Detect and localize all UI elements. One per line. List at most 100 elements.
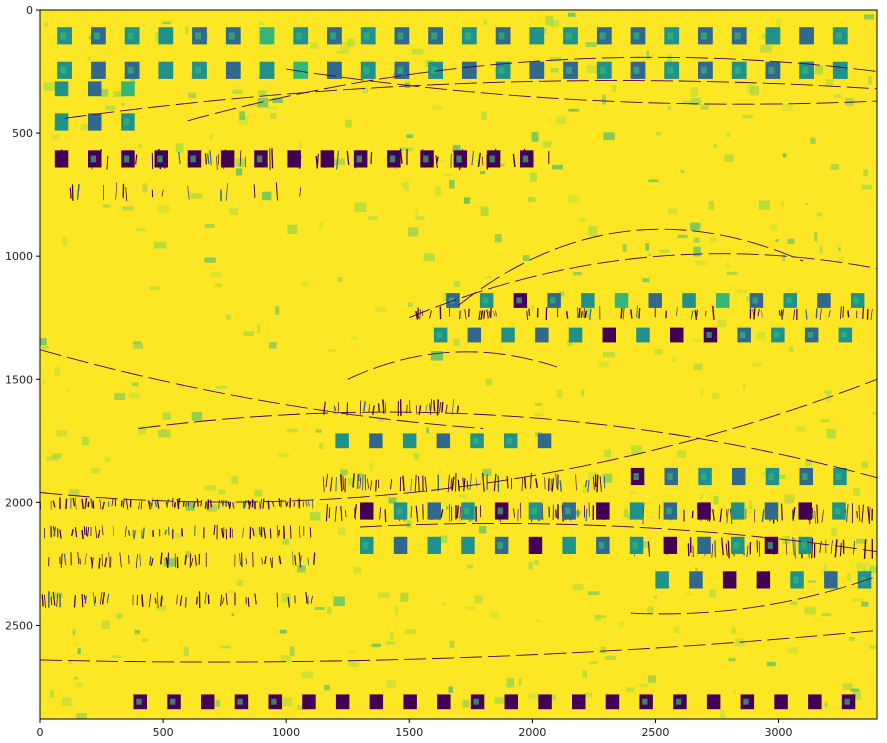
heatmap-block-detail — [296, 32, 302, 39]
texture-cell — [849, 637, 855, 641]
heatmap-block — [655, 571, 669, 588]
heatmap-block — [757, 571, 771, 588]
stripe-stroke — [263, 499, 264, 509]
texture-cell — [259, 22, 265, 25]
heatmap-block-detail — [836, 32, 842, 39]
stripe-stroke — [549, 478, 550, 491]
texture-cell — [856, 563, 866, 572]
heatmap-block-detail — [802, 473, 807, 480]
texture-cell — [700, 493, 703, 499]
texture-cell — [551, 68, 559, 73]
stripe-stroke — [142, 595, 143, 607]
heatmap-block-detail — [190, 156, 195, 163]
texture-cell — [464, 197, 470, 203]
heatmap-block-detail — [465, 32, 471, 39]
stripe-stroke — [353, 473, 354, 487]
texture-cell — [749, 500, 753, 508]
texture-cell — [142, 638, 148, 642]
texture-cell — [694, 364, 703, 371]
texture-cell — [694, 247, 701, 257]
block-row — [360, 502, 846, 519]
heatmap-block-detail — [774, 332, 779, 338]
stripe-stroke — [129, 530, 130, 536]
texture-cell — [530, 173, 537, 182]
texture-cell — [732, 627, 736, 634]
texture-cell — [683, 100, 692, 103]
texture-cell — [239, 111, 245, 120]
texture-cell — [535, 403, 542, 406]
texture-cell — [278, 454, 290, 458]
texture-cell — [725, 155, 734, 162]
texture-cell — [435, 186, 441, 195]
texture-cell — [319, 222, 322, 229]
heatmap-block-detail — [136, 699, 141, 705]
heatmap-block — [468, 328, 482, 343]
stripe-stroke — [84, 526, 85, 535]
heatmap-block-detail — [498, 542, 503, 549]
texture-cell — [82, 437, 89, 445]
heatmap-block — [335, 433, 349, 448]
texture-cell — [136, 228, 146, 231]
heatmap-block-detail — [423, 156, 428, 163]
texture-cell — [481, 206, 489, 215]
heatmap-block-detail — [841, 332, 846, 338]
stripe-stroke — [376, 480, 377, 492]
stripe-stroke — [817, 505, 818, 524]
texture-cell — [348, 478, 353, 486]
texture-cell — [459, 494, 467, 498]
texture-cell — [184, 647, 189, 657]
texture-cell — [568, 195, 580, 204]
texture-cell — [297, 565, 305, 572]
texture-cell — [789, 347, 793, 353]
heatmap-block — [731, 502, 745, 519]
stripe-stroke — [336, 477, 337, 491]
texture-cell — [838, 257, 845, 262]
texture-cell — [826, 429, 836, 439]
texture-cell — [582, 390, 585, 397]
stripe-stroke — [697, 310, 698, 317]
texture-cell — [77, 713, 87, 721]
texture-cell — [648, 675, 656, 682]
stripe-stroke — [248, 598, 249, 607]
texture-cell — [742, 115, 753, 118]
texture-cell — [861, 462, 868, 468]
heatmap-block-detail — [701, 67, 707, 74]
heatmap-block — [287, 150, 301, 167]
texture-cell — [589, 661, 598, 664]
texture-cell — [228, 590, 235, 593]
texture-cell — [337, 51, 349, 54]
heatmap-block — [707, 694, 721, 709]
texture-cell — [726, 133, 730, 138]
stripe-stroke — [371, 152, 372, 164]
texture-cell — [133, 344, 143, 349]
heatmap-block-detail — [397, 508, 402, 515]
texture-cell — [825, 702, 828, 708]
texture-cell — [73, 629, 76, 635]
texture-cell — [192, 412, 202, 421]
heatmap-block-detail — [229, 32, 235, 39]
texture-cell — [211, 272, 222, 278]
texture-cell — [717, 320, 726, 327]
block-row — [55, 81, 135, 96]
texture-cell — [727, 272, 738, 275]
texture-cell — [133, 341, 141, 344]
heatmap-block — [158, 62, 173, 79]
texture-cell — [750, 86, 759, 95]
texture-cell — [386, 680, 395, 688]
texture-cell — [114, 393, 125, 400]
heatmap-block-detail — [195, 67, 201, 74]
heatmap-block-detail — [364, 32, 370, 39]
texture-cell — [531, 306, 534, 311]
stripe-stroke — [161, 596, 162, 607]
heatmap-block — [765, 502, 779, 519]
texture-cell — [442, 602, 446, 605]
texture-cell — [834, 94, 842, 98]
heatmap-block — [403, 694, 417, 709]
texture-cell — [814, 232, 817, 241]
texture-cell — [648, 179, 658, 182]
texture-cell — [588, 226, 597, 236]
texture-cell — [57, 430, 67, 437]
heatmap-block — [437, 694, 451, 709]
stripe-stroke — [779, 310, 780, 315]
heatmap-block — [370, 694, 384, 709]
